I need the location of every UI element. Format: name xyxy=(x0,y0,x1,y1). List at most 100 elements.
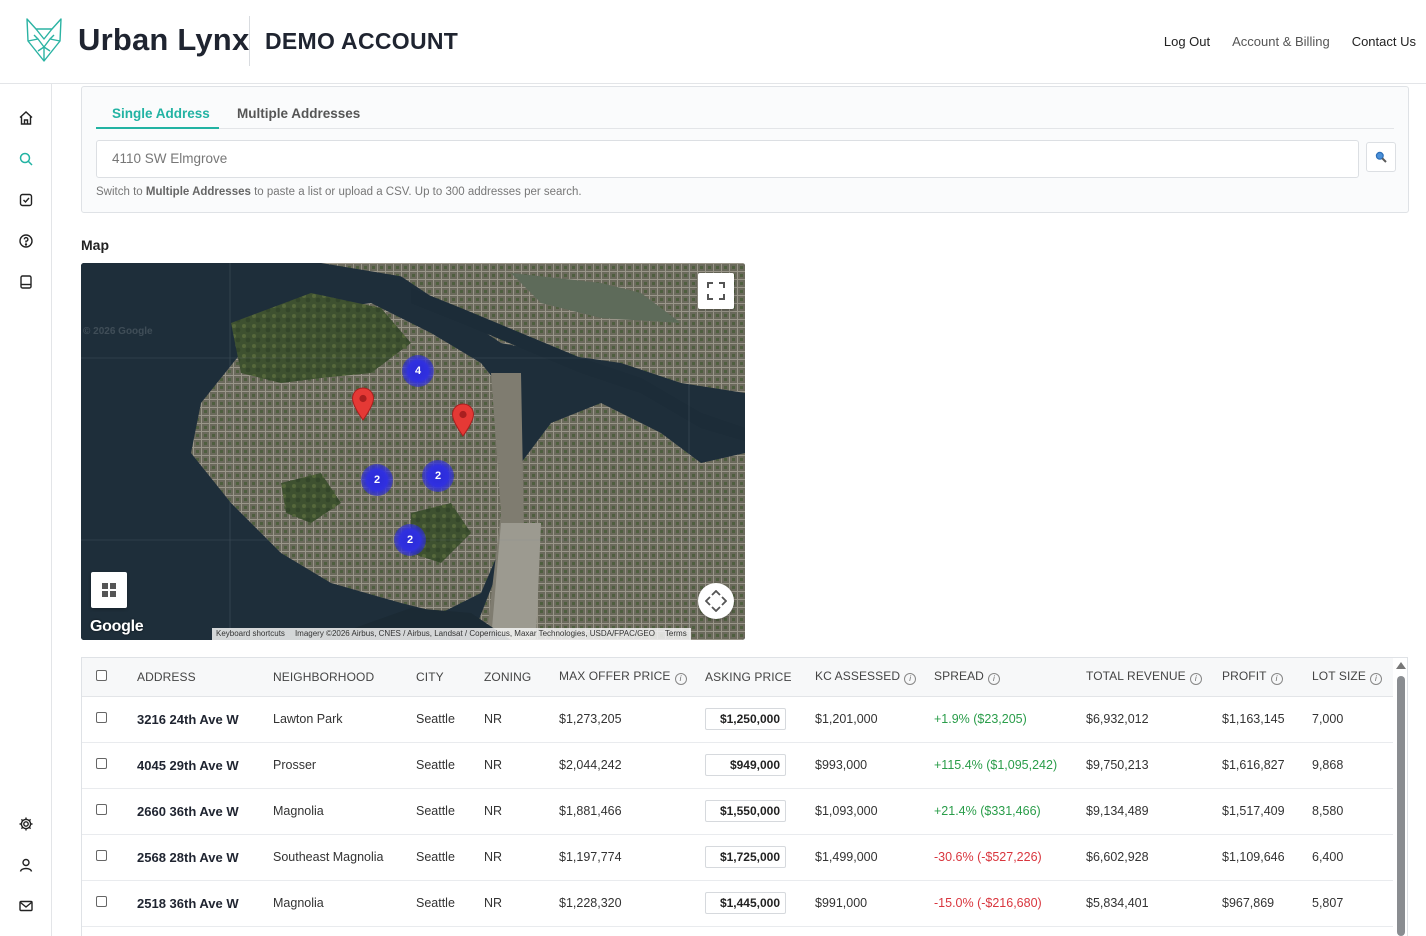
row-select-cell xyxy=(82,880,137,927)
kc-assessed-cell: $991,000 xyxy=(815,880,934,927)
tab-single-address[interactable]: Single Address xyxy=(112,106,210,121)
spread-cell: -15.0% (-$216,680) xyxy=(934,880,1086,927)
row-checkbox[interactable] xyxy=(96,896,107,907)
map-cluster[interactable]: 2 xyxy=(361,464,393,496)
user-icon[interactable] xyxy=(16,855,36,875)
lot-size-cell: 5,807 xyxy=(1312,880,1393,927)
row-checkbox[interactable] xyxy=(96,804,107,815)
lynx-logo-icon xyxy=(26,18,62,62)
table-row[interactable]: 3216 24th Ave W Lawton Park Seattle NR $1,27… xyxy=(82,696,1393,743)
asking-price-input[interactable]: $949,000 xyxy=(705,754,786,776)
row-select-cell xyxy=(82,696,137,743)
asking-price-input[interactable]: $1,550,000 xyxy=(705,800,786,822)
col-city[interactable]: CITY xyxy=(416,658,484,697)
scroll-up-icon[interactable] xyxy=(1396,662,1406,669)
help-icon[interactable] xyxy=(16,231,36,251)
col-kc-assessed[interactable]: KC ASSESSED i xyxy=(815,658,934,697)
address-cell: 2568 28th Ave W xyxy=(137,834,273,881)
col-address[interactable]: ADDRESS xyxy=(137,658,273,697)
book-icon[interactable] xyxy=(16,272,36,292)
tab-multiple-addresses[interactable]: Multiple Addresses xyxy=(237,106,361,121)
map-cluster[interactable]: 2 xyxy=(394,524,426,556)
table-row[interactable]: 2660 36th Ave W Magnolia Seattle NR $1,881,4… xyxy=(82,788,1393,835)
lot-size-cell: 6,400 xyxy=(1312,834,1393,881)
col-asking-price[interactable]: ASKING PRICE xyxy=(705,658,815,697)
scroll-thumb[interactable] xyxy=(1397,676,1405,936)
revenue-cell: $9,750,213 xyxy=(1086,742,1222,789)
home-icon[interactable] xyxy=(16,108,36,128)
gear-icon[interactable] xyxy=(16,814,36,834)
select-all-checkbox[interactable] xyxy=(96,669,107,681)
info-icon[interactable]: i xyxy=(987,672,1000,685)
address-cell: 2660 36th Ave W xyxy=(137,788,273,835)
table-row[interactable]: 2568 28th Ave W Southeast Magnolia Seattle… xyxy=(82,834,1393,881)
address-cell: 4045 29th Ave W xyxy=(137,742,273,789)
spread-cell: +1.9% ($23,205) xyxy=(934,696,1086,743)
profit-cell: $1,616,827 xyxy=(1222,742,1312,789)
map-pin-icon[interactable] xyxy=(351,387,375,421)
kc-assessed-cell: $1,499,000 xyxy=(815,834,934,881)
asking-price-input[interactable]: $1,250,000 xyxy=(705,708,786,730)
asking-price-cell: $1,550,000 xyxy=(705,788,815,835)
search-panel: Single Address Multiple Addresses 4110 S… xyxy=(81,86,1409,213)
zoning-cell: NR xyxy=(484,696,559,743)
lot-size-cell: 7,000 xyxy=(1312,696,1393,743)
lot-size-cell: 9,868 xyxy=(1312,742,1393,789)
col-max-offer[interactable]: MAX OFFER PRICE i xyxy=(559,658,705,697)
kc-assessed-cell: $993,000 xyxy=(815,742,934,789)
brand-name: Urban Lynx xyxy=(78,22,250,57)
row-checkbox[interactable] xyxy=(96,850,107,861)
info-icon[interactable]: i xyxy=(1189,672,1202,685)
col-zoning[interactable]: ZONING xyxy=(484,658,559,697)
asking-price-input[interactable]: $1,445,000 xyxy=(705,892,786,914)
search-tabs: Single Address Multiple Addresses xyxy=(96,101,1394,129)
col-total-revenue[interactable]: TOTAL REVENUE i xyxy=(1086,658,1222,697)
google-logo: Google xyxy=(90,618,144,635)
info-icon[interactable]: i xyxy=(1369,672,1382,685)
table-row[interactable]: 4045 29th Ave W Prosser Seattle NR $2,044,24… xyxy=(82,742,1393,789)
kc-assessed-cell: $1,093,000 xyxy=(815,788,934,835)
row-checkbox[interactable] xyxy=(96,712,107,723)
max-offer-cell: $1,197,774 xyxy=(559,834,705,881)
keyboard-shortcuts-link[interactable]: Keyboard shortcuts xyxy=(216,629,285,638)
address-search-input[interactable]: 4110 SW Elmgrove xyxy=(96,140,1359,178)
info-icon[interactable]: i xyxy=(674,672,687,685)
account-label: DEMO ACCOUNT xyxy=(265,28,459,54)
table-scrollbar[interactable] xyxy=(1394,660,1406,936)
revenue-cell: $5,834,401 xyxy=(1086,880,1222,927)
row-select-cell xyxy=(82,742,137,789)
fullscreen-button[interactable] xyxy=(698,273,734,309)
map-cluster[interactable]: 2 xyxy=(422,460,454,492)
col-lot-size[interactable]: LOT SIZE i xyxy=(1312,658,1393,697)
map-pin-icon[interactable] xyxy=(451,403,475,437)
table-row[interactable]: 2518 36th Ave W Magnolia Seattle NR $1,228,3… xyxy=(82,880,1393,927)
asking-price-cell: $949,000 xyxy=(705,742,815,789)
mail-icon[interactable] xyxy=(16,896,36,916)
app-header: Urban Lynx DEMO ACCOUNT Log Out Account … xyxy=(0,0,1426,84)
row-checkbox[interactable] xyxy=(96,758,107,769)
col-neighborhood[interactable]: NEIGHBORHOOD xyxy=(273,658,416,697)
logout-link[interactable]: Log Out xyxy=(1163,34,1211,49)
zoning-cell: NR xyxy=(484,880,559,927)
profit-cell: $967,869 xyxy=(1222,880,1312,927)
satellite-map[interactable]: © 2026 Google 4 2 2 2 Google Keyboard sh… xyxy=(81,263,745,640)
map-cluster[interactable]: 4 xyxy=(402,355,434,387)
zoning-cell: NR xyxy=(484,834,559,881)
search-icon[interactable] xyxy=(16,149,36,169)
camera-control-button[interactable] xyxy=(698,583,734,619)
map-type-button[interactable] xyxy=(91,572,127,608)
search-hint: Switch to Multiple Addresses to paste a … xyxy=(96,186,582,198)
info-icon[interactable]: i xyxy=(1270,672,1283,685)
neighborhood-cell: Magnolia xyxy=(273,788,416,835)
col-profit[interactable]: PROFIT i xyxy=(1222,658,1312,697)
account-billing-link[interactable]: Account & Billing xyxy=(1232,34,1330,49)
terms-link[interactable]: Terms xyxy=(664,629,687,638)
col-spread[interactable]: SPREAD i xyxy=(934,658,1086,697)
checklist-icon[interactable] xyxy=(16,190,36,210)
info-icon[interactable]: i xyxy=(904,672,917,685)
select-all-cell xyxy=(82,658,137,697)
asking-price-input[interactable]: $1,725,000 xyxy=(705,846,786,868)
neighborhood-cell: Southeast Magnolia xyxy=(273,834,416,881)
contact-us-link[interactable]: Contact Us xyxy=(1351,34,1416,49)
search-button[interactable] xyxy=(1366,142,1396,172)
